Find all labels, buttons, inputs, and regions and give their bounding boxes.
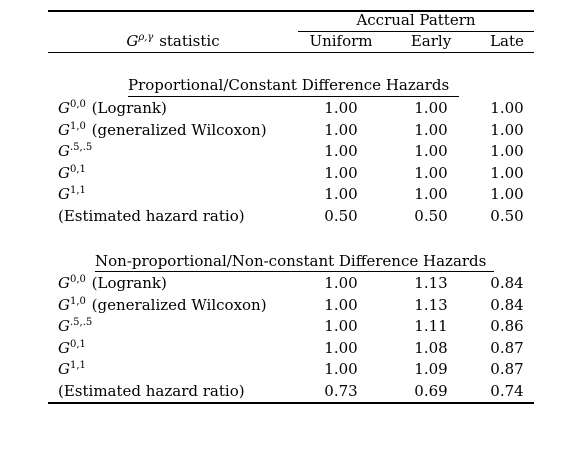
table-cell: 1.09 [414,360,448,378]
table-cell: 1.00 [414,142,448,160]
top-rule [48,10,534,12]
row-label: (Estimated hazard ratio) [58,382,245,400]
table-cell: 1.00 [324,360,358,378]
table-cell: 1.00 [324,99,358,117]
accrual-group-rule [298,31,534,32]
table-cell: 1.00 [324,274,358,292]
table-cell: 1.00 [414,99,448,117]
bottom-rule [48,402,534,404]
table-cell: 1.13 [414,274,448,292]
table-cell: 0.84 [490,295,524,314]
row-label-text: (Estimated hazard ratio) [58,381,245,400]
table-cell: 1.00 [324,142,358,160]
table-cell: 0.50 [324,206,358,225]
row-label: G.5,.5 [58,317,93,338]
row-label: G1,0 (generalized Wilcoxon) [58,296,267,317]
table-cell: 1.00 [414,120,448,139]
table-cell: 0.74 [490,381,524,400]
table-cell: 1.00 [490,163,524,182]
row-label: G0,0 (Logrank) [58,274,167,295]
table-cell: 1.11 [414,317,448,335]
table-cell: 0.87 [490,338,524,357]
section-title: Non-proportional/Non-constant Difference… [95,252,487,270]
row-stat-symbol: G [58,274,70,292]
row-stat-superscript: 0,1 [69,163,86,175]
row-label: G0,0 (Logrank) [58,99,167,120]
table-cell: 1.00 [324,338,358,357]
table-cell: 1.00 [490,142,524,160]
table-cell: 0.87 [490,360,524,378]
section-title-rule [95,271,494,272]
row-stat-superscript: .5,.5 [69,317,93,328]
stat-superscript: ρ,γ [138,32,154,43]
table-cell: 1.00 [490,185,524,203]
table-cell: 1.00 [324,317,358,335]
table-cell: 1.08 [414,338,448,357]
table-cell: 1.00 [324,185,358,203]
stat-label: statistic [159,32,220,50]
table-cell: 0.50 [414,206,448,225]
row-stat-symbol: G [58,99,70,117]
table-cell: 0.69 [414,381,448,400]
row-label-text: (Logrank) [86,99,167,117]
row-stat-symbol: G [58,317,70,335]
column-header-early: Early [410,32,452,50]
row-label: G0,1 [58,339,87,360]
row-stat-symbol: G [58,295,70,314]
row-label-text: (Estimated hazard ratio) [58,206,245,225]
row-stat-superscript: 1,1 [69,360,86,371]
row-stat-superscript: 1,0 [69,120,86,132]
row-stat-symbol: G [58,163,70,182]
row-stat-superscript: 0,0 [69,99,86,110]
section-title-rule [128,96,459,97]
row-label: G1,1 [58,185,87,206]
section-title: Proportional/Constant Difference Hazards [128,76,450,94]
row-stat-superscript: 0,1 [69,338,86,350]
row-stat-symbol: G [58,185,70,203]
row-stat-superscript: 1,0 [69,295,86,307]
table-cell: 0.84 [490,274,524,292]
table-cell: 1.00 [414,185,448,203]
header-bottom-rule [48,52,534,53]
table-cell: 1.00 [490,99,524,117]
row-label: G0,1 [58,164,87,185]
table-cell: 1.00 [490,120,524,139]
row-stat-symbol: G [58,338,70,357]
statistic-column-header: Gρ,γ statistic [48,32,298,53]
table-cell: 0.73 [324,381,358,400]
table-cell: 1.00 [414,163,448,182]
row-stat-superscript: 0,0 [69,274,86,285]
row-label-text: (generalized Wilcoxon) [86,120,267,139]
accrual-group-label: Accrual Pattern [356,11,476,29]
column-header-late: Late [490,32,524,50]
row-label: (Estimated hazard ratio) [58,207,245,225]
table-cell: 1.13 [414,295,448,314]
row-stat-symbol: G [58,142,70,160]
table-cell: 1.00 [324,163,358,182]
row-label-text: (Logrank) [86,274,167,292]
column-header-uniform: Uniform [309,32,373,50]
row-label: G.5,.5 [58,142,93,163]
table-cell: 1.00 [324,120,358,139]
row-label-text: (generalized Wilcoxon) [86,295,267,314]
row-stat-superscript: .5,.5 [69,142,93,153]
row-stat-symbol: G [58,360,70,378]
stat-symbol: G [126,32,139,50]
table-cell: 0.50 [490,206,524,225]
row-label: G1,0 (generalized Wilcoxon) [58,121,267,142]
row-stat-superscript: 1,1 [69,185,86,196]
row-label: G1,1 [58,360,87,381]
table-cell: 1.00 [324,295,358,314]
row-stat-symbol: G [58,120,70,139]
table-cell: 0.86 [490,317,524,335]
